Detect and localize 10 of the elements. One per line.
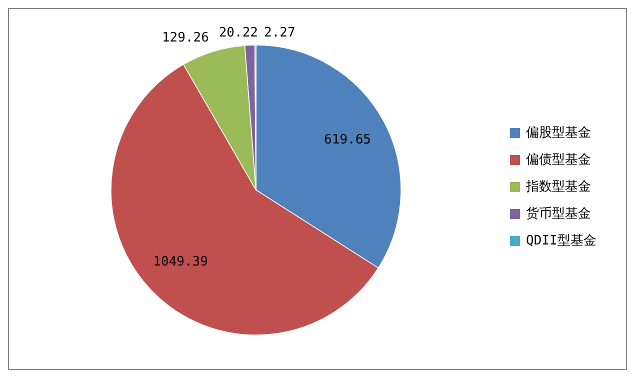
legend-label: QDII型基金 [526,234,596,249]
legend-label: 货币型基金 [526,206,591,222]
legend-label: 指数型基金 [525,180,591,195]
data-label: 2.27 [264,26,296,41]
data-label: 129.26 [162,30,209,46]
legend-label: 偏股型基金 [526,126,591,141]
legend-label: 偏债型基金 [526,152,591,168]
data-label: 20.22 [218,26,258,41]
data-label: 1049.39 [153,254,208,270]
data-label: 619.65 [324,132,372,148]
